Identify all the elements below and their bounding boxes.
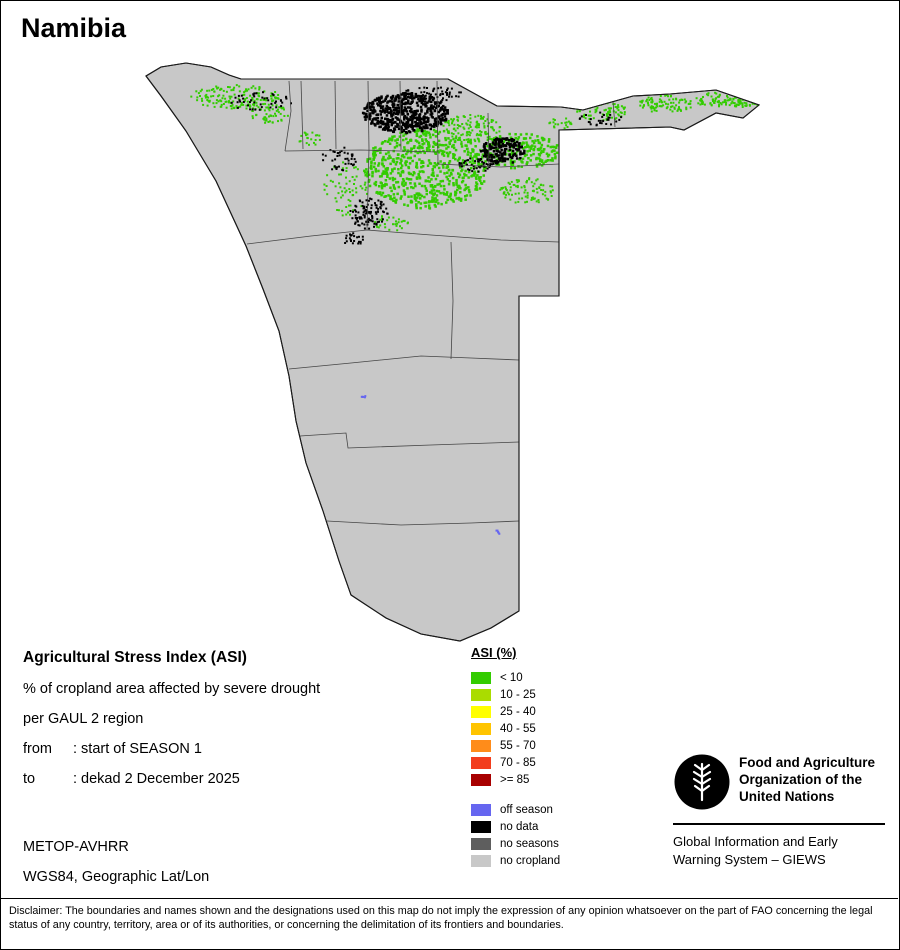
info-line-description: % of cropland area affected by severe dr… (23, 681, 321, 697)
asi-overlay-speckles (190, 84, 759, 535)
giews-name-line: Global Information and Early (673, 834, 838, 849)
legend-row: no data (471, 818, 560, 835)
legend-swatch (471, 773, 491, 786)
info-sensor: METOP-AVHRR (23, 839, 129, 855)
legend-swatch (471, 739, 491, 752)
legend-label: 25 - 40 (500, 705, 536, 718)
fao-logo-icon (674, 754, 730, 810)
info-from-label: from (23, 741, 52, 757)
page-title: Namibia (21, 13, 127, 43)
legend-label: no seasons (500, 837, 559, 850)
legend-label: no data (500, 820, 539, 833)
fao-org-name: Food and Agriculture Organization of the… (739, 754, 875, 805)
info-to-label: to (23, 771, 36, 787)
legend: ASI (%) < 10 10 - 25 25 - 40 40 - 55 55 - 70… (471, 645, 560, 869)
fao-org-name-line: Food and Agriculture (739, 755, 875, 770)
legend-swatch (471, 722, 491, 735)
legend-title: ASI (%) (471, 645, 517, 660)
legend-swatch (471, 854, 491, 867)
info-to-value: : dekad 2 December 2025 (73, 771, 240, 787)
legend-swatch (471, 705, 491, 718)
info-line-region: per GAUL 2 region (23, 711, 144, 727)
country-outline (145, 62, 761, 642)
giews-name-line: Warning System – GIEWS (673, 852, 826, 867)
legend-asi-classes: < 10 10 - 25 25 - 40 40 - 55 55 - 70 70 - 85 >… (471, 669, 560, 788)
fao-org-name-line: Organization of the (739, 772, 862, 787)
legend-row: 55 - 70 (471, 737, 560, 754)
legend-row: >= 85 (471, 771, 560, 788)
legend-row: < 10 (471, 669, 560, 686)
giews-name: Global Information and Early Warning Sys… (673, 833, 838, 869)
region-boundaries (246, 80, 616, 526)
fao-divider-line (673, 823, 885, 825)
fao-org-name-line: United Nations (739, 789, 835, 804)
legend-label: 55 - 70 (500, 739, 536, 752)
legend-row: 40 - 55 (471, 720, 560, 737)
info-heading: Agricultural Stress Index (ASI) (23, 649, 247, 666)
info-from-value: : start of SEASON 1 (73, 741, 202, 757)
legend-row: 25 - 40 (471, 703, 560, 720)
legend-label: 40 - 55 (500, 722, 536, 735)
fao-block: Food and Agriculture Organization of the… (673, 753, 887, 878)
legend-row: no cropland (471, 852, 560, 869)
disclaimer-text: Disclaimer: The boundaries and names sho… (1, 898, 898, 932)
legend-row: no seasons (471, 835, 560, 852)
legend-swatch (471, 688, 491, 701)
legend-row: 70 - 85 (471, 754, 560, 771)
info-line-from: from : start of SEASON 1 (23, 741, 202, 757)
legend-label: off season (500, 803, 553, 816)
legend-label: 70 - 85 (500, 756, 536, 769)
legend-label: 10 - 25 (500, 688, 536, 701)
legend-swatch (471, 820, 491, 833)
namibia-map (145, 62, 761, 642)
legend-label: >= 85 (500, 773, 530, 786)
info-line-to: to : dekad 2 December 2025 (23, 771, 240, 787)
legend-label: no cropland (500, 854, 561, 867)
info-projection: WGS84, Geographic Lat/Lon (23, 869, 210, 885)
legend-swatch (471, 837, 491, 850)
legend-status-classes: off season no data no seasons no cropland (471, 801, 560, 869)
country-shape (145, 62, 761, 642)
legend-label: < 10 (500, 671, 523, 684)
legend-swatch (471, 671, 491, 684)
legend-swatch (471, 756, 491, 769)
legend-row: 10 - 25 (471, 686, 560, 703)
legend-swatch (471, 803, 491, 816)
legend-row: off season (471, 801, 560, 818)
